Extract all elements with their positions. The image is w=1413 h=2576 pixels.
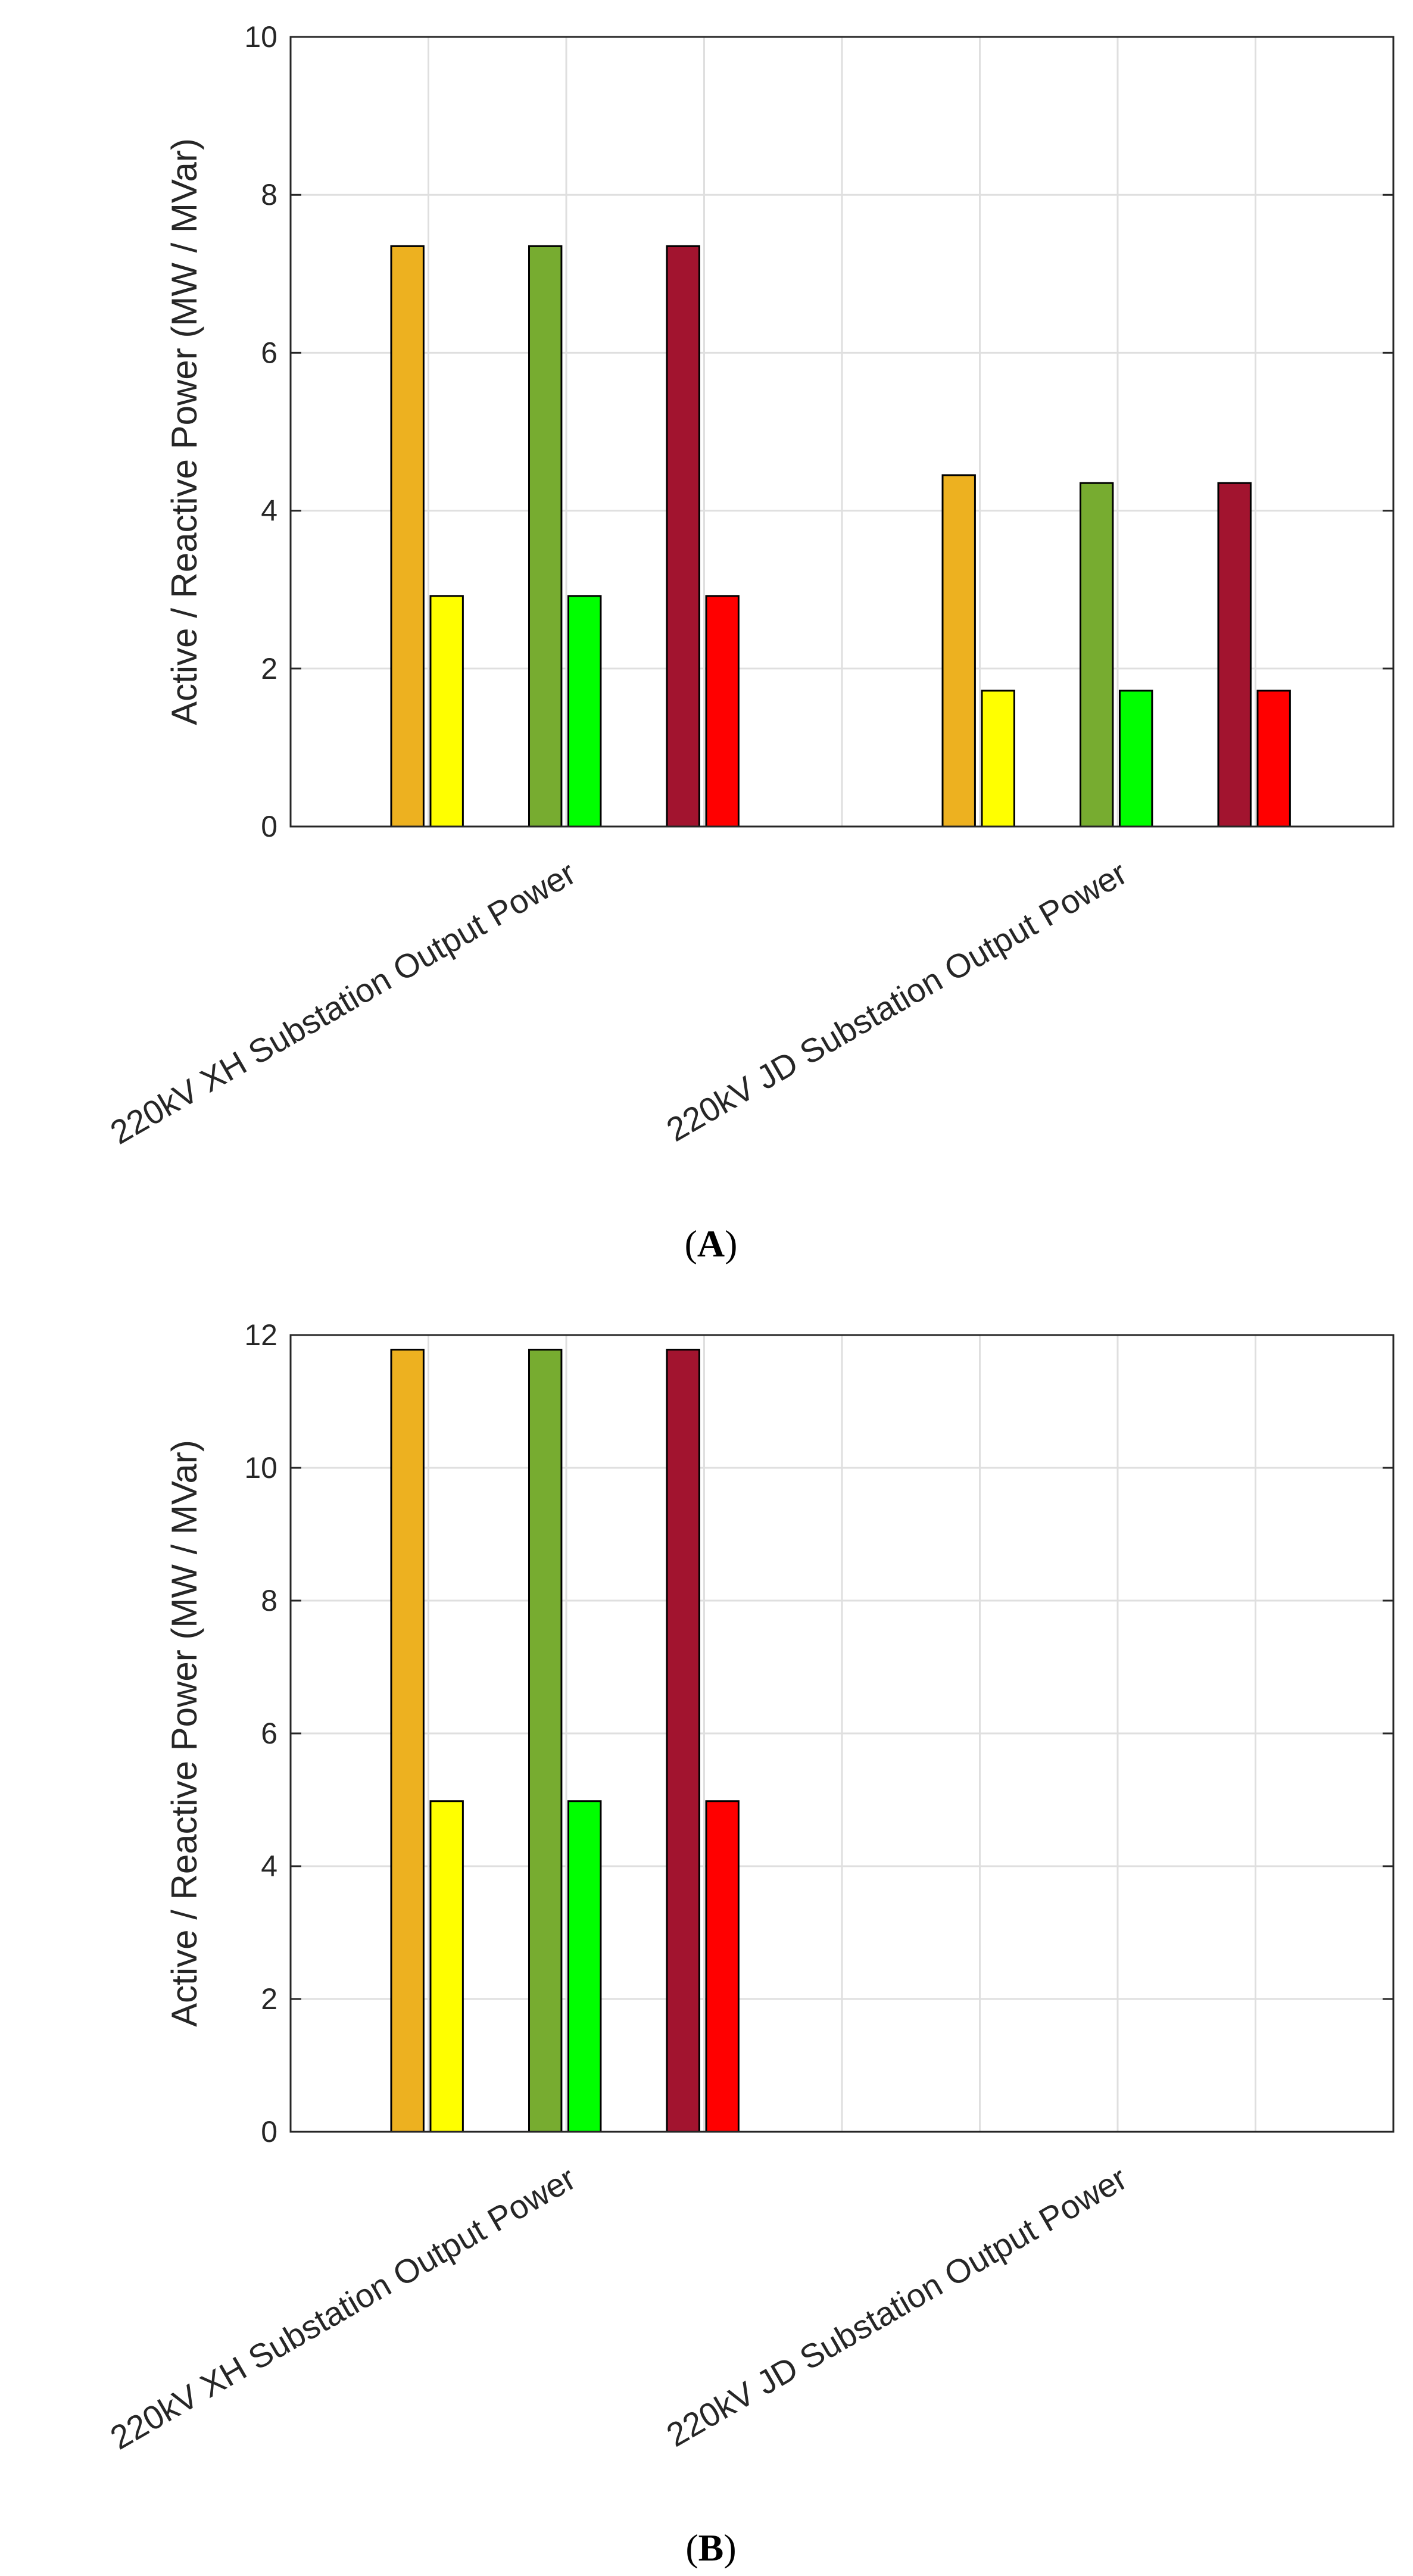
bar [528, 245, 563, 828]
bar [666, 245, 700, 828]
bar [390, 1349, 425, 2133]
bar [1118, 690, 1153, 828]
x-category-label: 220kV XH Substation Output Power [104, 2159, 582, 2457]
y-ticks-a: 0 2 4 6 8 10 [244, 20, 1393, 843]
y-tick-label: 10 [244, 20, 277, 54]
chart-panel-a: 0 2 4 6 8 10 220kV XH Substation Output Power… [0, 0, 1413, 1274]
y-tick-label: 0 [261, 810, 277, 843]
x-category-label: 220kV JD Substation Output Power [660, 2159, 1133, 2454]
bar [705, 1800, 740, 2133]
bar [941, 474, 976, 828]
y-tick-label: 6 [261, 1717, 277, 1750]
bar [567, 1800, 602, 2133]
y-axis-label-a: Active / Reactive Power (MW / MVar) [164, 138, 204, 725]
y-tick-label: 6 [261, 336, 277, 369]
bar [1079, 482, 1114, 828]
bar [429, 595, 464, 828]
bar [390, 245, 425, 828]
bar [705, 595, 740, 828]
y-tick-label: 2 [261, 652, 277, 685]
bars-a [390, 245, 1291, 828]
y-tick-label: 10 [244, 1451, 277, 1485]
chart-panel-b: 0 2 4 6 8 10 12 220kV XH Substation Output Pow… [0, 1304, 1413, 2576]
y-tick-label: 12 [244, 1318, 277, 1352]
bar-chart-b: 0 2 4 6 8 10 12 220kV XH Substation Output Pow… [104, 1318, 1395, 2569]
bar [1217, 482, 1252, 828]
y-tick-label: 0 [261, 2115, 277, 2148]
bars-b [390, 1349, 740, 2133]
x-categories-b: 220kV XH Substation Output Power 220kV JD… [104, 2159, 1133, 2457]
plot-frame-a [289, 36, 1395, 828]
bar [429, 1800, 464, 2133]
bar [528, 1349, 563, 2133]
y-tick-label: 8 [261, 1584, 277, 1617]
y-tick-label: 4 [261, 494, 277, 528]
bar-chart-a: 0 2 4 6 8 10 220kV XH Substation Output Power… [104, 20, 1395, 1265]
bar [981, 690, 1015, 828]
caption-a: (A) [685, 1222, 738, 1265]
bar [666, 1349, 700, 2133]
grid-b [291, 1335, 1393, 2132]
x-categories-a: 220kV XH Substation Output Power 220kV JD… [104, 854, 1133, 1152]
bar [1256, 690, 1291, 828]
y-axis-label-b: Active / Reactive Power (MW / MVar) [164, 1440, 204, 2027]
caption-b: (B) [685, 2527, 736, 2569]
y-tick-label: 8 [261, 178, 277, 211]
bar [567, 595, 602, 828]
y-ticks-b: 0 2 4 6 8 10 12 [244, 1318, 1393, 2148]
grid-a [291, 37, 1393, 827]
y-tick-label: 4 [261, 1850, 277, 1883]
x-category-label: 220kV JD Substation Output Power [660, 854, 1133, 1149]
x-category-label: 220kV XH Substation Output Power [104, 854, 582, 1152]
y-tick-label: 2 [261, 1982, 277, 2016]
